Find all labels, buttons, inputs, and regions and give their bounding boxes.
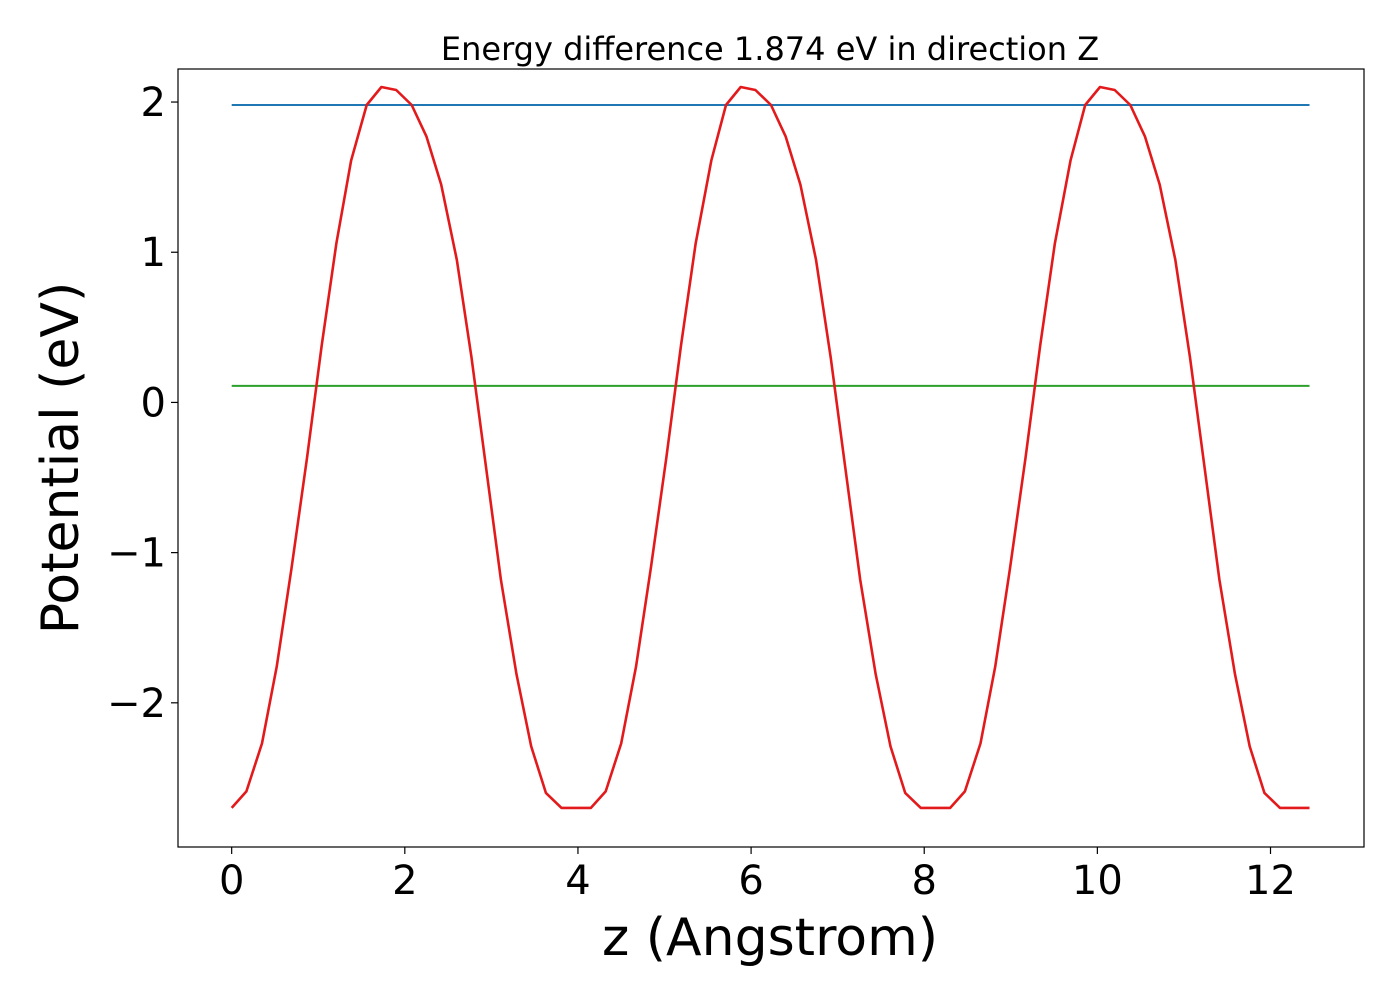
plot-frame [177,68,1365,848]
x-tick-label: 0 [219,858,244,904]
x-axis-ticks: 0 2 4 6 8 10 12 [219,847,1296,904]
y-tick-label: 2 [141,80,166,126]
series-layer [230,85,1310,810]
series-line-3 [230,85,1310,810]
y-tick-label: −1 [107,531,166,577]
x-tick-label: 12 [1245,858,1296,904]
y-tick-label: 0 [141,380,166,426]
y-axis-label: Potential (eV) [31,282,91,634]
y-tick-label: −2 [107,681,166,727]
x-tick-label: 8 [912,858,937,904]
chart-title: Energy difference 1.874 eV in direction … [441,30,1099,68]
y-axis-ticks: −2 −1 0 1 2 [107,80,178,727]
y-tick-label: 1 [141,230,166,276]
x-tick-label: 6 [738,858,763,904]
x-tick-label: 2 [392,858,417,904]
x-tick-label: 4 [565,858,590,904]
x-axis-label: z (Angstrom) [602,908,938,968]
x-tick-label: 10 [1072,858,1123,904]
